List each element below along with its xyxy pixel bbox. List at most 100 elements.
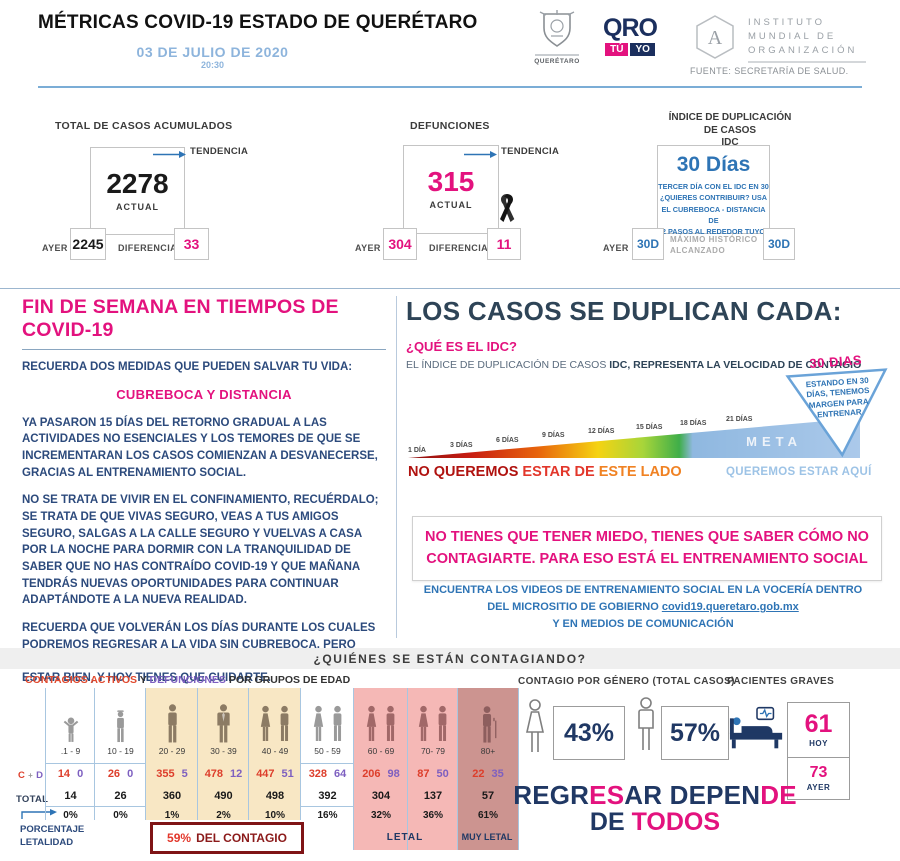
defunciones-value: 51: [281, 768, 294, 780]
microsite-link[interactable]: covid19.queretaro.gob.mx: [661, 601, 799, 614]
bad-side-label-2: ESTAR DE: [522, 464, 599, 480]
legend-defunciones: DEFUNCIONES: [149, 674, 226, 686]
lethality-pct: 61%: [477, 810, 498, 821]
footer-line-2: DEL MICROSITIO DE GOBIERNO covid19.quere…: [406, 599, 880, 616]
diferencia-value-box: 11: [487, 228, 521, 260]
graves-ayer-box: 73 AYER: [787, 757, 850, 800]
day-tick: 15 DÍAS: [636, 424, 663, 431]
defunciones-value: 98: [387, 768, 400, 780]
gender-title: CONTAGIO POR GÉNERO (TOTAL CASOS): [518, 676, 735, 687]
panel-paragraph-2: NO SE TRATA DE VIVIR EN EL CONFINAMIENTO…: [22, 494, 379, 607]
report-date: 03 DE JULIO DE 2020: [136, 44, 289, 60]
qro-badges: TÚ YO: [598, 43, 662, 56]
yo-badge: YO: [630, 43, 655, 56]
panel-title: LOS CASOS SE DUPLICAN CADA:: [406, 296, 842, 326]
thirty-days-note: ESTANDO EN 30 DÍAS, TENEMOS MARGEN PARA …: [805, 375, 870, 420]
man-icon: [198, 688, 249, 744]
age-label: .1 - 9: [60, 746, 81, 756]
max-label-line2: ALCANZADO: [670, 246, 726, 256]
cd-values: 447 51: [249, 768, 301, 780]
age-column-20-29: 20 - 29 355 5 360 1%: [145, 688, 198, 821]
total-value: 498: [265, 790, 285, 802]
age-column-30-39: 30 - 39 478 12 490 2%: [197, 688, 249, 821]
age-column-10-19: 10 - 19 26 0 26 0%: [94, 688, 146, 821]
ayer-value-box: 2245: [70, 228, 106, 260]
actual-label: ACTUAL: [429, 200, 473, 210]
cd-values: 355 5: [146, 768, 198, 780]
defunciones-value: 35: [491, 768, 504, 780]
slogan-seg: AR DEPEN: [624, 780, 761, 810]
contagios-value: 447: [256, 768, 275, 780]
age-column-70-79: 70- 79 87 50 137 36%: [407, 688, 458, 850]
age-column-60-69: 60 - 69 206 98 304 32%: [353, 688, 408, 850]
child-icon: [46, 688, 95, 744]
slogan-line-1: REGRESAR DEPENDE: [505, 780, 805, 810]
fear-statement: NO TIENES QUE TENER MIEDO, TIENES QUE SA…: [412, 516, 882, 581]
day-tick: 9 DÍAS: [542, 432, 565, 439]
section-band-title: ¿QUIÉNES SE ESTÁN CONTAGIANDO?: [0, 648, 900, 669]
max-label-line1: MÁXIMO HISTÓRICO: [670, 235, 758, 244]
lethality-pct: 16%: [317, 810, 338, 821]
age-chart-legend: CONTAGIOS ACTIVOS Y DEFUNCIONES POR GRUP…: [25, 674, 350, 686]
contagios-value: 26: [107, 768, 121, 780]
age-label: 10 - 19: [107, 746, 134, 756]
idc-title-line1: ÍNDICE DE DUPLICACIÓN: [668, 112, 792, 123]
metric-title: ÍNDICE DE DUPLICACIÓN DE CASOS IDC: [640, 112, 820, 150]
contagios-value: 206: [362, 768, 381, 780]
plus-label: +: [28, 771, 34, 780]
contagion-share-label: DEL CONTAGIO: [196, 831, 287, 845]
footer-line-2-text: DEL MICROSITIO DE GOBIERNO: [487, 601, 662, 614]
female-icon: [526, 699, 544, 752]
actual-label: ACTUAL: [116, 202, 159, 212]
boy-icon: [95, 688, 146, 744]
slogan-seg: DE: [760, 780, 797, 810]
diferencia-label: DIFERENCIA: [118, 243, 178, 253]
section-divider: [0, 288, 900, 289]
contagios-value: 355: [156, 768, 175, 780]
videos-footer: ENCUENTRA LOS VIDEOS DE ENTRENAMIENTO SO…: [406, 582, 880, 633]
couple-icon: [301, 688, 354, 744]
defunciones-value: 64: [334, 768, 347, 780]
instituto-line-2: MUNDIAL DE: [748, 30, 837, 42]
legend-contagios: CONTAGIOS ACTIVOS: [25, 674, 138, 686]
age-label: 30 - 39: [210, 746, 237, 756]
footer-line-3: Y EN MEDIOS DE COMUNICACIÓN: [552, 618, 734, 631]
hexagon-a-icon: A: [696, 15, 734, 59]
actual-box: 315 ACTUAL: [403, 145, 499, 234]
instituto-logo: A: [692, 14, 738, 65]
meta-label: META: [746, 434, 802, 449]
lethality-pct: 0%: [63, 810, 78, 821]
total-value: 14: [64, 790, 77, 802]
weekend-panel: FIN DE SEMANA EN TIEMPOS DE COVID-19 REC…: [22, 296, 386, 698]
panel-paragraph-1: YA PASARON 15 DÍAS DEL RETORNO GRADUAL A…: [22, 416, 378, 479]
graves-ayer-label: AYER: [806, 783, 831, 792]
lethality-pct: 2%: [216, 810, 231, 821]
elder-icon: [458, 688, 518, 744]
total-value: 137: [423, 790, 443, 802]
cd-values: 22 35: [458, 768, 518, 780]
day-tick: 21 DÍAS: [726, 416, 753, 423]
day-tick: 18 DÍAS: [680, 420, 707, 427]
lethality-pct: 1%: [164, 810, 180, 821]
metric-defunciones: DEFUNCIONES 315 ACTUAL TENDENCIA AYER 30…: [355, 100, 565, 290]
actual-value: 315: [427, 166, 475, 197]
panel-intro: RECUERDA DOS MEDIDAS QUE PUEDEN SALVAR T…: [22, 361, 353, 373]
cd-values: 14 0: [46, 768, 95, 780]
letal-label: LETAL: [386, 832, 424, 843]
contagios-value: 328: [308, 768, 328, 780]
couple-icon: [249, 688, 301, 744]
idc-note-line2: ¿QUIERES CONTRIBUIR? USA: [659, 193, 768, 203]
ayer-label: AYER: [355, 243, 381, 253]
idc-question: ¿QUÉ ES EL IDC?: [406, 339, 517, 354]
male-icon: [638, 697, 654, 750]
contagios-value: 478: [204, 768, 224, 780]
queretaro-shield-logo: QUERÉTARO: [527, 8, 587, 65]
idc-title-line2: DE CASOS: [703, 124, 757, 136]
lethality-pct: 32%: [370, 810, 391, 821]
max-historic-label: MÁXIMO HISTÓRICO ALCANZADO: [670, 234, 758, 256]
couple-icon: [408, 688, 458, 744]
metric-idc: ÍNDICE DE DUPLICACIÓN DE CASOS IDC 30 Dí…: [600, 100, 900, 290]
age-label: 70- 79: [420, 746, 446, 756]
lethality-caption: PORCENTAJE LETALIDAD: [20, 824, 84, 850]
contagios-value: 87: [417, 768, 430, 780]
